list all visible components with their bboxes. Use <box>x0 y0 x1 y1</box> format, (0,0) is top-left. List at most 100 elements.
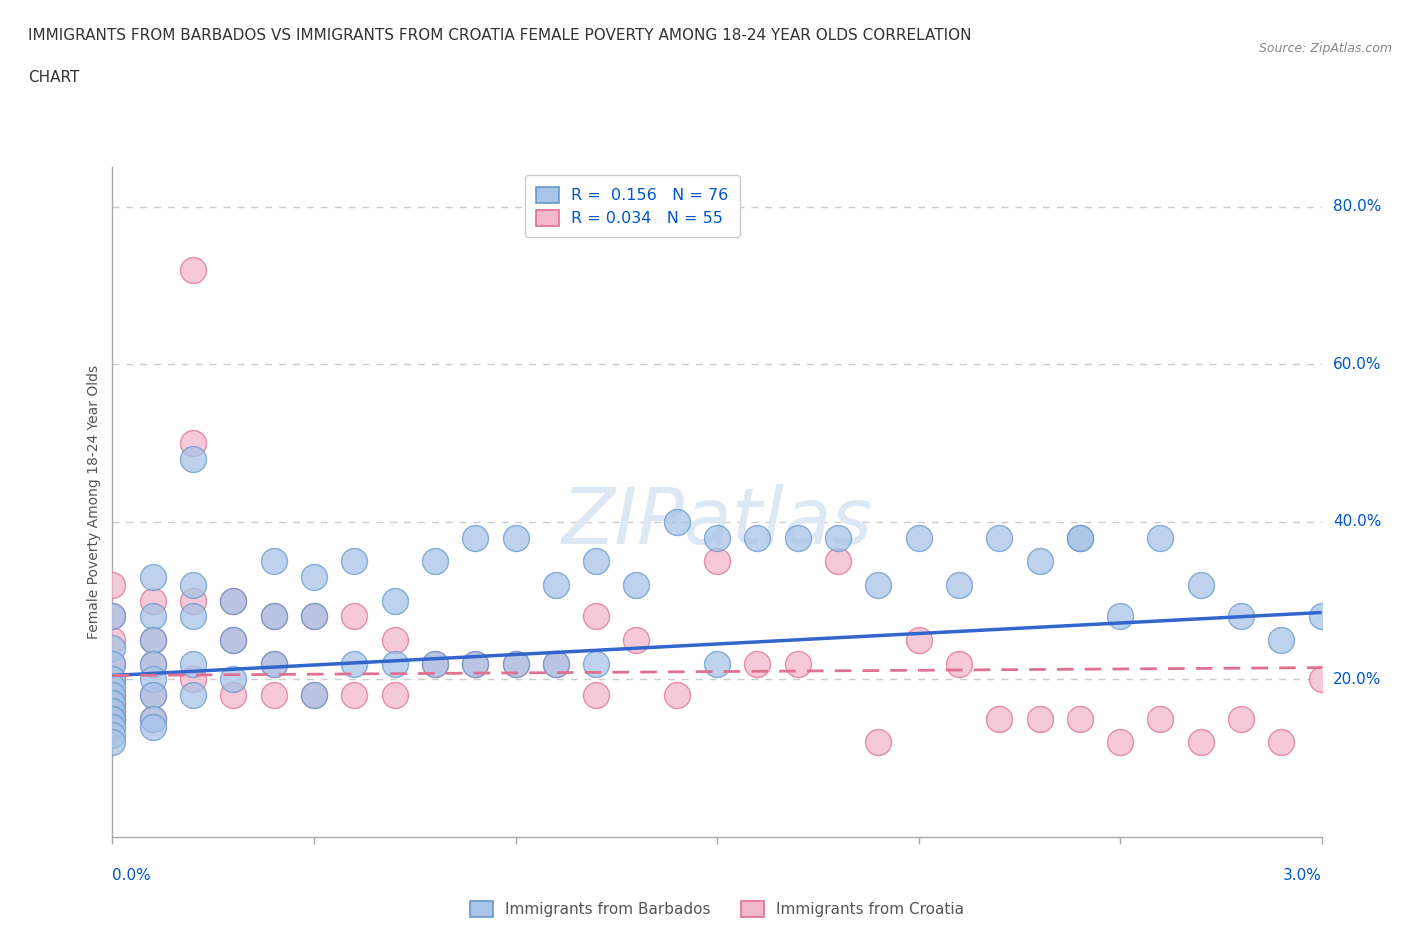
Point <box>505 657 527 671</box>
Text: IMMIGRANTS FROM BARBADOS VS IMMIGRANTS FROM CROATIA FEMALE POVERTY AMONG 18-24 Y: IMMIGRANTS FROM BARBADOS VS IMMIGRANTS F… <box>28 28 972 43</box>
Point <box>181 609 204 624</box>
Point <box>827 554 849 569</box>
Point <box>706 657 728 671</box>
Point <box>302 609 325 624</box>
Point <box>423 554 446 569</box>
Point <box>142 719 165 734</box>
Point <box>142 688 165 703</box>
Point <box>101 703 124 718</box>
Point <box>181 688 204 703</box>
Text: 20.0%: 20.0% <box>1333 672 1381 687</box>
Point <box>101 688 124 703</box>
Point <box>665 688 688 703</box>
Point <box>423 657 446 671</box>
Point <box>101 657 124 671</box>
Point <box>142 632 165 647</box>
Point <box>142 657 165 671</box>
Point <box>101 711 124 726</box>
Point <box>786 530 808 545</box>
Point <box>585 657 607 671</box>
Point <box>585 554 607 569</box>
Point <box>907 530 929 545</box>
Point <box>101 703 124 718</box>
Point <box>101 680 124 695</box>
Point <box>626 578 648 592</box>
Point <box>181 435 204 450</box>
Point <box>263 657 285 671</box>
Point <box>464 657 486 671</box>
Point <box>988 711 1011 726</box>
Point <box>181 262 204 277</box>
Point <box>1230 609 1253 624</box>
Point <box>343 554 366 569</box>
Point <box>1230 711 1253 726</box>
Point <box>464 657 486 671</box>
Point <box>1189 578 1212 592</box>
Point <box>263 657 285 671</box>
Point <box>181 578 204 592</box>
Point <box>101 632 124 647</box>
Point <box>101 735 124 750</box>
Point <box>263 554 285 569</box>
Point <box>222 632 245 647</box>
Point <box>142 609 165 624</box>
Point <box>1270 632 1292 647</box>
Point <box>585 609 607 624</box>
Point <box>868 578 890 592</box>
Point <box>544 657 567 671</box>
Point <box>706 530 728 545</box>
Point <box>181 672 204 687</box>
Text: Source: ZipAtlas.com: Source: ZipAtlas.com <box>1258 42 1392 55</box>
Point <box>1069 711 1091 726</box>
Point <box>302 569 325 584</box>
Point <box>544 578 567 592</box>
Point <box>101 727 124 742</box>
Point <box>1149 711 1171 726</box>
Point <box>868 735 890 750</box>
Point <box>101 657 124 671</box>
Point <box>1351 711 1374 726</box>
Point <box>142 632 165 647</box>
Point <box>423 657 446 671</box>
Text: ZIPatlas: ZIPatlas <box>561 485 873 560</box>
Point <box>222 593 245 608</box>
Point <box>302 688 325 703</box>
Point <box>302 688 325 703</box>
Point <box>747 530 769 545</box>
Point <box>222 688 245 703</box>
Point <box>101 672 124 687</box>
Point <box>181 593 204 608</box>
Point <box>384 593 406 608</box>
Text: 0.0%: 0.0% <box>112 868 152 883</box>
Point <box>384 657 406 671</box>
Point <box>505 530 527 545</box>
Point <box>101 688 124 703</box>
Point <box>1109 609 1132 624</box>
Point <box>343 657 366 671</box>
Point <box>142 711 165 726</box>
Point <box>827 530 849 545</box>
Point <box>222 632 245 647</box>
Point <box>343 609 366 624</box>
Point <box>1069 530 1091 545</box>
Point <box>384 632 406 647</box>
Point <box>101 609 124 624</box>
Point <box>1069 530 1091 545</box>
Text: 40.0%: 40.0% <box>1333 514 1381 529</box>
Y-axis label: Female Poverty Among 18-24 Year Olds: Female Poverty Among 18-24 Year Olds <box>87 365 101 639</box>
Point <box>101 672 124 687</box>
Text: 80.0%: 80.0% <box>1333 199 1381 214</box>
Point <box>1189 735 1212 750</box>
Point <box>626 632 648 647</box>
Point <box>142 688 165 703</box>
Point <box>222 593 245 608</box>
Text: 60.0%: 60.0% <box>1333 357 1381 372</box>
Point <box>222 672 245 687</box>
Point <box>505 657 527 671</box>
Point <box>585 688 607 703</box>
Point <box>142 711 165 726</box>
Point <box>988 530 1011 545</box>
Point <box>263 609 285 624</box>
Point <box>101 609 124 624</box>
Point <box>142 569 165 584</box>
